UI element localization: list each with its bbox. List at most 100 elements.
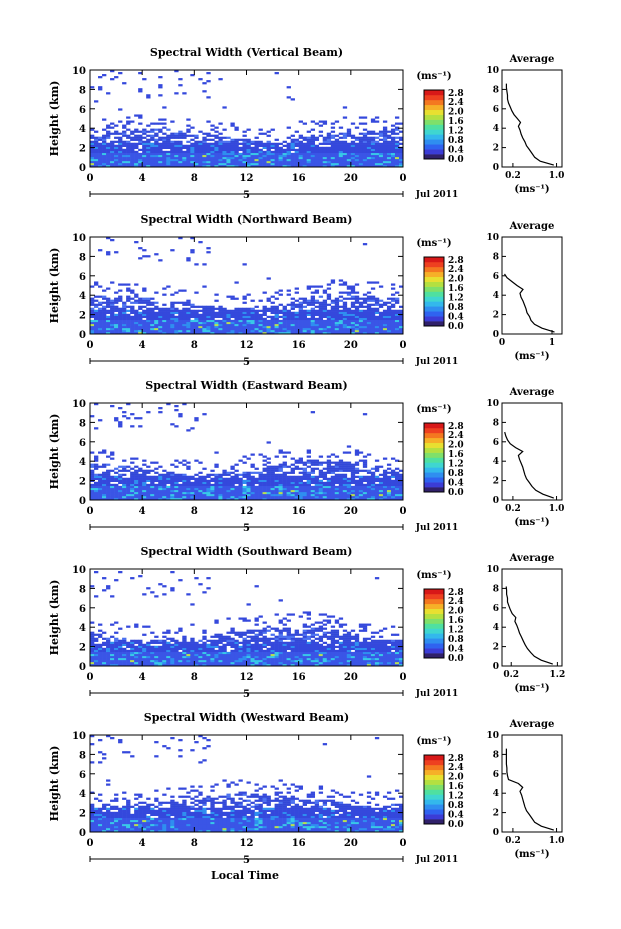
heatmap-cell bbox=[278, 293, 283, 296]
heatmap-cell bbox=[150, 136, 155, 139]
heatmap-cell bbox=[186, 465, 191, 468]
heatmap-cell bbox=[338, 144, 344, 147]
heatmap-cell bbox=[306, 325, 311, 329]
heatmap-cell bbox=[306, 287, 311, 290]
heatmap-cell bbox=[186, 657, 191, 661]
heatmap-cell bbox=[130, 477, 135, 480]
heatmap-cell bbox=[394, 162, 400, 166]
heatmap-cell bbox=[142, 154, 147, 158]
heatmap-cell bbox=[102, 138, 107, 141]
heatmap-cell bbox=[346, 293, 352, 296]
heatmap-cell bbox=[174, 641, 179, 644]
heatmap-cell bbox=[350, 317, 356, 321]
heatmap-cell bbox=[150, 479, 155, 483]
heatmap-cell bbox=[170, 136, 175, 139]
heatmap-cell bbox=[206, 495, 211, 499]
heatmap-cell bbox=[146, 323, 151, 327]
heatmap-cell bbox=[174, 425, 179, 428]
heatmap-cell bbox=[350, 136, 356, 139]
heatmap-cell bbox=[138, 475, 143, 478]
heatmap-cell bbox=[350, 315, 356, 319]
heatmap-cell bbox=[358, 150, 364, 154]
heatmap-cell bbox=[202, 142, 207, 145]
heatmap-cell bbox=[106, 303, 111, 306]
heatmap-cell bbox=[390, 158, 396, 162]
heatmap-cell bbox=[310, 317, 316, 321]
heatmap-cell bbox=[186, 467, 191, 470]
heatmap-cell bbox=[250, 659, 255, 663]
heatmap-cell bbox=[278, 647, 283, 651]
heatmap-cell bbox=[258, 158, 263, 162]
heatmap-cell bbox=[218, 144, 223, 147]
heatmap-cell bbox=[110, 305, 115, 308]
heatmap-cell bbox=[306, 160, 311, 164]
heatmap-cell bbox=[202, 591, 207, 594]
heatmap-cell bbox=[94, 305, 99, 308]
heatmap-cell bbox=[138, 122, 143, 125]
heatmap-cell bbox=[318, 493, 324, 497]
heatmap-cell bbox=[298, 142, 303, 145]
heatmap-cell bbox=[274, 313, 279, 317]
heatmap-cell bbox=[314, 475, 320, 478]
heatmap-cell bbox=[330, 329, 336, 333]
heatmap-cell bbox=[126, 479, 131, 483]
heatmap-cell bbox=[322, 156, 328, 160]
heatmap-cell bbox=[174, 631, 179, 634]
heatmap-cell bbox=[230, 160, 235, 164]
heatmap-cell bbox=[354, 311, 360, 314]
heatmap-cell bbox=[354, 475, 360, 478]
heatmap-cell bbox=[198, 497, 203, 501]
heatmap-cell bbox=[102, 309, 107, 312]
heatmap-cell bbox=[342, 301, 348, 304]
heatmap-cell bbox=[250, 164, 255, 168]
heatmap-cell bbox=[338, 459, 344, 462]
heatmap-cell bbox=[294, 317, 299, 321]
heatmap-cell bbox=[138, 647, 143, 651]
heatmap-cell bbox=[382, 120, 388, 123]
heatmap-cell bbox=[298, 311, 303, 314]
heatmap-cell bbox=[390, 311, 396, 314]
heatmap-cell bbox=[106, 132, 111, 135]
heatmap-cell bbox=[238, 659, 243, 663]
heatmap-cell bbox=[298, 643, 303, 646]
heatmap-cell bbox=[182, 661, 187, 665]
heatmap-cell bbox=[122, 311, 127, 314]
heatmap-cell bbox=[270, 309, 275, 312]
heatmap-cell bbox=[342, 487, 348, 491]
heatmap-cell bbox=[270, 301, 275, 304]
heatmap-cell bbox=[330, 309, 336, 312]
heatmap-cell bbox=[274, 164, 279, 168]
heatmap-cell bbox=[330, 323, 336, 327]
heatmap-cell bbox=[310, 471, 316, 474]
heatmap-cell bbox=[274, 154, 279, 158]
heatmap-cell bbox=[170, 303, 175, 306]
heatmap-cell bbox=[362, 329, 368, 333]
heatmap-cell bbox=[214, 313, 219, 317]
heatmap-cell bbox=[94, 100, 99, 103]
heatmap-cell bbox=[370, 164, 376, 168]
heatmap-cell bbox=[98, 313, 103, 317]
heatmap-cell bbox=[186, 148, 191, 152]
heatmap-cell bbox=[250, 647, 255, 651]
heatmap-cell bbox=[322, 305, 328, 308]
heatmap-cell bbox=[382, 148, 388, 152]
heatmap-cell bbox=[346, 148, 352, 152]
heatmap-cell bbox=[118, 641, 123, 644]
heatmap-cell bbox=[298, 319, 303, 323]
heatmap-cell bbox=[298, 489, 303, 493]
heatmap-cell bbox=[174, 661, 179, 665]
heatmap-cell bbox=[254, 617, 259, 620]
heatmap-cell bbox=[282, 623, 287, 626]
heatmap-cell bbox=[390, 146, 396, 150]
heatmap-cell bbox=[194, 160, 199, 164]
heatmap-cell bbox=[374, 483, 380, 487]
heatmap-cell bbox=[298, 309, 303, 312]
heatmap-cell bbox=[138, 297, 143, 300]
heatmap-cell bbox=[362, 293, 368, 296]
heatmap-cell bbox=[390, 152, 396, 156]
heatmap-cell bbox=[258, 319, 263, 323]
heatmap-cell bbox=[294, 303, 299, 306]
heatmap-cell bbox=[374, 164, 380, 168]
heatmap-cell bbox=[194, 311, 199, 314]
heatmap-cell bbox=[266, 325, 271, 329]
